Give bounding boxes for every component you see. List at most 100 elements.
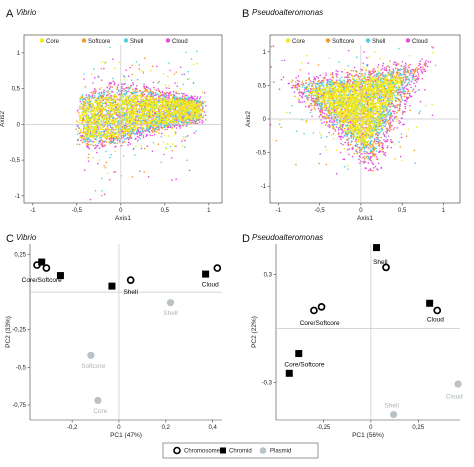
data-point bbox=[89, 121, 92, 124]
data-point bbox=[136, 139, 139, 142]
data-point bbox=[122, 113, 124, 116]
data-point bbox=[114, 99, 117, 101]
data-point bbox=[124, 97, 127, 100]
data-point bbox=[415, 75, 418, 77]
data-point bbox=[199, 115, 202, 118]
data-point bbox=[196, 103, 198, 106]
data-point bbox=[95, 89, 97, 91]
data-point bbox=[127, 99, 129, 102]
data-point bbox=[115, 136, 118, 138]
data-point bbox=[146, 114, 149, 117]
data-point bbox=[109, 128, 112, 131]
data-point bbox=[153, 98, 155, 100]
data-point bbox=[175, 145, 177, 148]
data-point bbox=[175, 178, 177, 181]
data-point bbox=[104, 140, 106, 142]
data-point bbox=[97, 142, 100, 145]
data-point bbox=[125, 109, 128, 112]
data-point bbox=[195, 119, 197, 122]
data-point bbox=[403, 123, 405, 125]
point-cloud bbox=[270, 45, 437, 175]
data-point bbox=[133, 125, 136, 128]
data-point bbox=[114, 142, 117, 144]
data-point bbox=[104, 105, 107, 108]
data-point bbox=[272, 45, 275, 48]
data-point bbox=[152, 126, 155, 129]
data-point bbox=[100, 109, 102, 111]
data-point bbox=[142, 70, 145, 73]
data-point bbox=[109, 102, 111, 105]
data-point bbox=[421, 58, 423, 60]
data-point bbox=[103, 165, 106, 167]
data-point bbox=[174, 117, 176, 120]
data-point bbox=[290, 87, 293, 89]
data-point bbox=[86, 100, 88, 103]
legend-label-cloud: Cloud bbox=[172, 39, 188, 45]
data-point bbox=[145, 135, 148, 138]
data-point bbox=[103, 193, 106, 196]
data-point bbox=[90, 118, 92, 120]
data-point bbox=[142, 107, 144, 109]
data-point bbox=[109, 99, 112, 101]
data-point bbox=[108, 85, 111, 87]
data-point bbox=[175, 98, 178, 100]
data-point bbox=[83, 126, 86, 129]
data-point bbox=[123, 140, 126, 143]
data-point bbox=[199, 103, 201, 105]
data-point bbox=[335, 74, 338, 77]
data-point bbox=[346, 148, 349, 151]
data-point bbox=[166, 106, 169, 108]
data-point bbox=[102, 120, 105, 122]
data-point bbox=[135, 126, 137, 128]
data-point bbox=[139, 121, 141, 123]
data-point bbox=[141, 126, 143, 128]
data-point bbox=[107, 130, 110, 132]
data-point bbox=[122, 155, 125, 157]
data-point bbox=[323, 112, 326, 115]
data-point bbox=[118, 98, 121, 100]
data-point bbox=[126, 137, 128, 139]
data-point bbox=[133, 90, 136, 92]
data-point bbox=[84, 99, 87, 102]
data-point bbox=[90, 138, 92, 141]
data-point bbox=[78, 111, 81, 114]
data-point bbox=[175, 121, 178, 124]
data-point bbox=[158, 90, 160, 92]
data-point bbox=[160, 136, 163, 138]
data-point bbox=[178, 100, 180, 102]
data-point bbox=[113, 133, 116, 136]
data-point bbox=[83, 112, 86, 115]
data-point bbox=[303, 89, 306, 91]
data-point bbox=[393, 61, 396, 63]
data-point bbox=[332, 122, 334, 124]
data-point bbox=[167, 75, 169, 78]
data-point bbox=[166, 111, 168, 113]
data-point bbox=[188, 107, 191, 109]
data-point bbox=[182, 83, 185, 86]
data-point bbox=[148, 104, 150, 107]
data-point bbox=[135, 132, 138, 135]
data-point bbox=[406, 92, 409, 95]
data-point bbox=[148, 106, 150, 108]
data-point bbox=[116, 117, 118, 120]
data-point bbox=[133, 103, 136, 105]
data-point bbox=[134, 120, 136, 123]
data-point bbox=[192, 118, 195, 120]
data-point bbox=[152, 95, 155, 97]
data-point bbox=[184, 98, 187, 101]
data-point bbox=[110, 153, 112, 156]
data-point bbox=[124, 128, 127, 130]
data-point bbox=[80, 106, 82, 108]
data-point bbox=[161, 101, 164, 103]
data-point bbox=[335, 73, 337, 75]
data-point bbox=[101, 131, 103, 134]
data-point bbox=[179, 111, 182, 114]
data-point bbox=[127, 95, 129, 98]
data-point bbox=[169, 126, 172, 129]
data-point bbox=[82, 108, 84, 111]
data-point bbox=[143, 85, 146, 88]
data-point bbox=[132, 99, 134, 101]
data-point bbox=[172, 117, 174, 120]
data-point bbox=[124, 101, 127, 104]
data-point bbox=[140, 127, 143, 130]
